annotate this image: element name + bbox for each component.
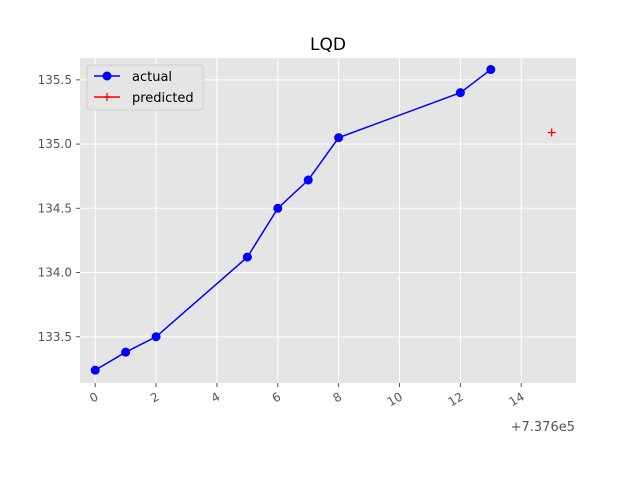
data-point-actual [334, 133, 344, 143]
series-predicted [547, 128, 556, 137]
data-point-actual [303, 175, 313, 185]
series-actual [90, 65, 496, 375]
y-axis-ticks: 133.5 134.0 134.5 135.0 135.5 [38, 73, 80, 344]
x-tick-label: 14 [506, 389, 526, 409]
y-tick-label: 134.5 [38, 201, 72, 215]
y-tick-label: 135.5 [38, 73, 72, 87]
y-tick-label: 133.5 [38, 330, 72, 344]
legend: actual predicted [86, 64, 204, 111]
y-tick-label: 134.0 [38, 266, 72, 280]
data-point-actual [242, 252, 252, 262]
data-point-predicted [547, 128, 556, 137]
data-point-actual [273, 203, 283, 213]
x-tick-label: 12 [446, 389, 466, 409]
legend-predicted-marker [103, 93, 111, 101]
data-point-actual [455, 88, 465, 98]
x-axis-offset-label: +7.376e5 [511, 420, 575, 435]
series-layer [90, 65, 556, 375]
data-point-actual [151, 332, 161, 342]
data-point-actual [90, 365, 100, 375]
legend-label-predicted: predicted [132, 91, 194, 106]
chart-title: LQD [310, 35, 346, 55]
legend-label-actual: actual [132, 70, 172, 85]
x-tick-label: 10 [385, 389, 405, 409]
legend-actual-marker [102, 71, 112, 81]
data-point-actual [121, 347, 131, 357]
y-tick-label: 135.0 [38, 137, 72, 151]
data-point-actual [486, 65, 496, 75]
plot-area [80, 58, 576, 383]
